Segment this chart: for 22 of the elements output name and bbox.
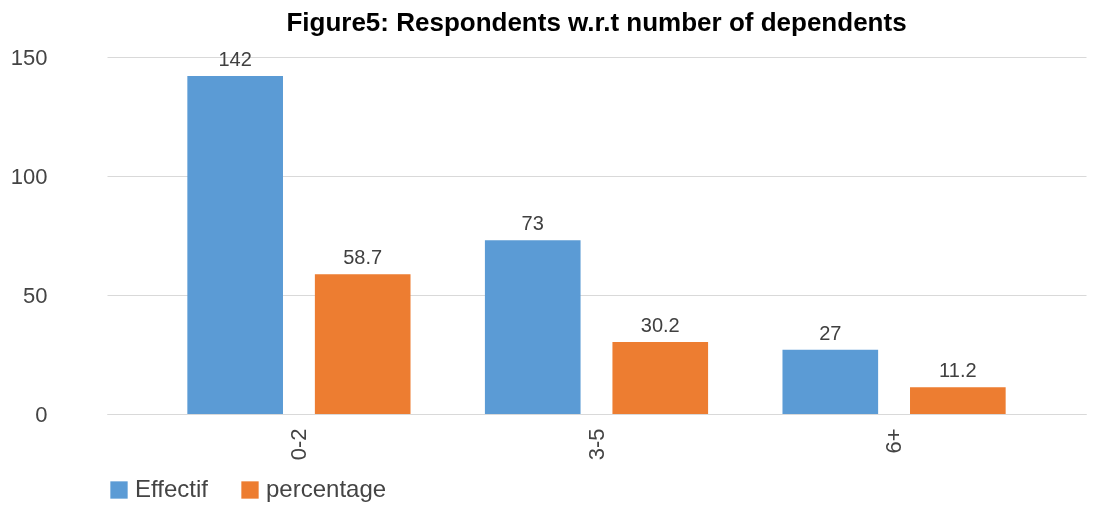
chart-title: Figure5: Respondents w.r.t number of dependents <box>286 7 907 37</box>
bar <box>484 240 581 414</box>
data-label: 58.7 <box>343 246 383 269</box>
data-label: 142 <box>218 48 252 71</box>
bar <box>612 342 709 414</box>
data-label: 73 <box>521 212 544 235</box>
data-label: 27 <box>819 321 842 344</box>
y-tick-label: 50 <box>23 282 48 308</box>
bar <box>187 76 283 414</box>
y-tick-label: 0 <box>35 401 48 427</box>
data-label: 30.2 <box>640 314 680 337</box>
bar <box>782 349 879 414</box>
legend-label: percentage <box>266 475 387 502</box>
legend-label: Effectif <box>135 475 209 502</box>
data-label: 11.2 <box>939 359 977 382</box>
x-tick-label: 0-2 <box>285 428 311 461</box>
y-tick-label: 100 <box>10 163 48 189</box>
x-tick-label: 6+ <box>881 428 907 454</box>
x-tick-label: 3-5 <box>583 428 609 461</box>
bar <box>314 274 411 414</box>
bar <box>910 387 1006 414</box>
y-tick-label: 150 <box>10 44 48 70</box>
